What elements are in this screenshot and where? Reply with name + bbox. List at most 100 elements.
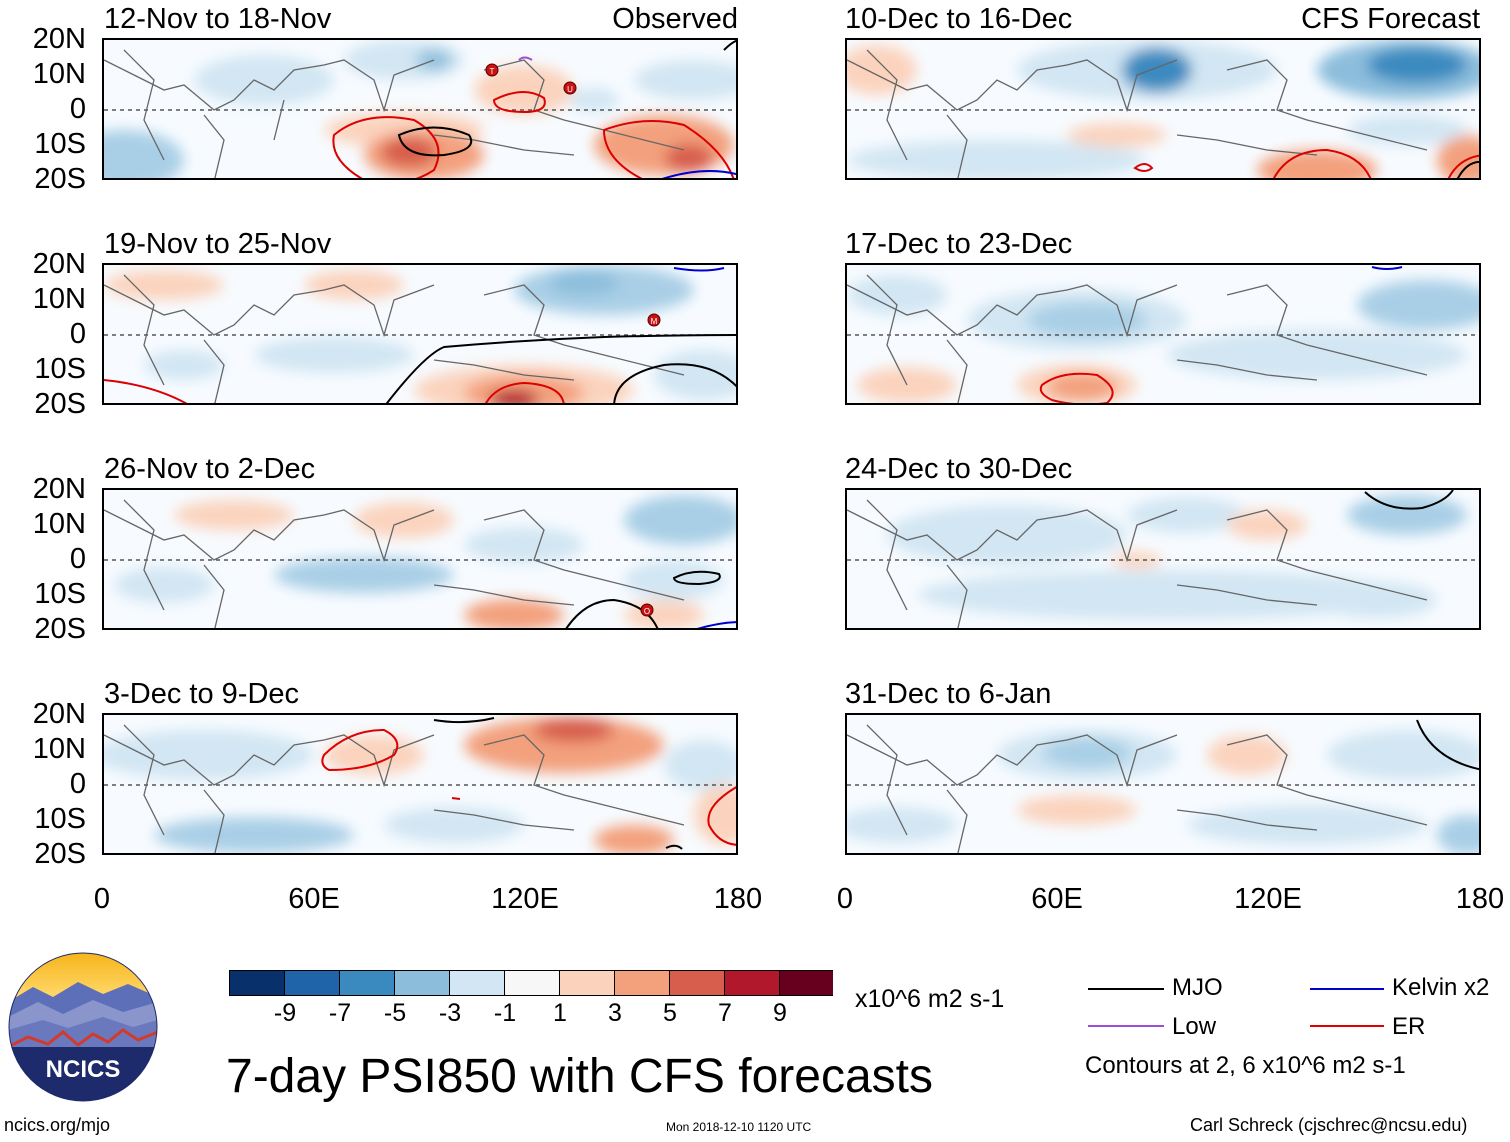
colorbar-swatch [779, 970, 833, 996]
legend-label-kelvin: Kelvin x2 [1392, 974, 1490, 1001]
panel-forecast-3 [845, 488, 1481, 630]
panel-title: 31-Dec to 6-Jan [845, 678, 1052, 710]
storm-marker-m: M [647, 313, 661, 327]
x-tick-label: 60E [1031, 883, 1083, 915]
legend-label-mjo: MJO [1172, 974, 1223, 1001]
colorbar-label: 9 [773, 999, 787, 1027]
logo-graphic: NCICS [8, 952, 158, 1102]
colorbar-units: x10^6 m2 s-1 [855, 985, 1005, 1013]
storm-letter: T [490, 67, 495, 76]
psi-field-map: T U [104, 40, 736, 178]
panel-observed-4 [102, 713, 738, 855]
y-tick-label: 0 [69, 768, 86, 800]
y-tick-label: 10N [32, 283, 86, 315]
colorbar-swatch [614, 970, 670, 996]
panel-title: 3-Dec to 9-Dec [104, 678, 300, 710]
psi-field-map [104, 717, 736, 853]
y-tick-label: 20N [32, 23, 86, 55]
psi-field-map [847, 266, 1479, 403]
y-tick-label: 20S [34, 613, 86, 645]
colorbar-swatch [229, 970, 285, 996]
coastline [847, 724, 1428, 853]
colorbar [229, 970, 833, 996]
y-tick-label: 0 [69, 543, 86, 575]
coastline [104, 724, 685, 853]
y-tick-label: 10S [34, 578, 86, 610]
footer-timestamp: Mon 2018-12-10 1120 UTC [666, 1120, 812, 1134]
colorbar-label: 5 [663, 999, 677, 1027]
colorbar-swatch [394, 970, 450, 996]
colorbar-swatch [559, 970, 615, 996]
panel-observed-3: O [102, 488, 738, 630]
y-tick-label: 10S [34, 803, 86, 835]
colorbar-swatch [504, 970, 560, 996]
y-tick-label: 10S [34, 128, 86, 160]
footer-url[interactable]: ncics.org/mjo [4, 1115, 111, 1135]
storm-marker-u: U [563, 81, 577, 95]
forecast-label: CFS Forecast [1301, 3, 1480, 35]
panel-title: 19-Nov to 25-Nov [104, 228, 332, 260]
logo-text: NCICS [46, 1056, 121, 1083]
colorbar-label: -1 [493, 999, 517, 1027]
panel-forecast-2 [845, 263, 1481, 405]
legend-label-er: ER [1392, 1013, 1426, 1040]
panel-title: 10-Dec to 16-Dec [845, 3, 1073, 35]
legend-line-er [1310, 1025, 1384, 1027]
coastline [104, 49, 685, 178]
panel-observed-1: T U [102, 38, 738, 180]
storm-marker-t: T [485, 63, 499, 77]
panel-forecast-4 [845, 713, 1481, 855]
colorbar-label: 3 [608, 999, 622, 1027]
x-tick-label: 0 [836, 883, 854, 915]
panel-observed-2: M [102, 263, 738, 405]
colorbar-swatch [449, 970, 505, 996]
coastline [847, 49, 1428, 178]
colorbar-swatch [669, 970, 725, 996]
storm-letter: U [567, 85, 573, 94]
psi-field-map [847, 40, 1479, 178]
y-tick-label: 10N [32, 508, 86, 540]
x-tick-label: 120E [1234, 883, 1302, 915]
y-tick-label: 20N [32, 698, 86, 730]
legend-label-low: Low [1172, 1013, 1217, 1040]
colorbar-label: -7 [328, 999, 352, 1027]
y-tick-label: 0 [69, 318, 86, 350]
legend-line-kelvin [1310, 988, 1384, 990]
colorbar-label: 1 [553, 999, 567, 1027]
storm-letter: O [644, 607, 650, 616]
storm-letter: M [651, 317, 658, 326]
ncics-logo[interactable]: NCICS [8, 952, 158, 1102]
x-tick-label: 60E [288, 883, 340, 915]
colorbar-label: 7 [718, 999, 732, 1027]
colorbar-swatch [724, 970, 780, 996]
panel-forecast-1 [845, 38, 1481, 180]
y-tick-label: 20S [34, 388, 86, 420]
panel-title: 12-Nov to 18-Nov [104, 3, 332, 35]
colorbar-label: -3 [438, 999, 462, 1027]
colorbar-swatch [284, 970, 340, 996]
panel-title: 26-Nov to 2-Dec [104, 453, 316, 485]
storm-marker-o: O [640, 603, 654, 617]
footer-author: Carl Schreck (cjschrec@ncsu.edu) [1190, 1115, 1468, 1135]
y-tick-label: 20S [34, 163, 86, 195]
colorbar-label: -5 [383, 999, 407, 1027]
panel-title: 17-Dec to 23-Dec [845, 228, 1073, 260]
psi-field-map: O [104, 495, 736, 628]
psi-field-map [847, 490, 1479, 628]
colorbar-swatch [339, 970, 395, 996]
x-tick-label: 180 [713, 883, 763, 915]
x-tick-label: 0 [93, 883, 111, 915]
observed-label: Observed [612, 3, 738, 35]
legend-line-mjo [1088, 988, 1164, 990]
legend-line-low [1088, 1025, 1164, 1027]
colorbar-label: -9 [273, 999, 297, 1027]
x-tick-label: 180 [1455, 883, 1505, 915]
contours-note: Contours at 2, 6 x10^6 m2 s-1 [1085, 1052, 1406, 1079]
psi-field-map [847, 719, 1479, 853]
coastline [104, 499, 685, 628]
y-tick-label: 20N [32, 473, 86, 505]
y-tick-label: 10S [34, 353, 86, 385]
coastline [847, 499, 1428, 628]
psi-field-map: M [104, 265, 736, 403]
x-tick-label: 120E [491, 883, 559, 915]
